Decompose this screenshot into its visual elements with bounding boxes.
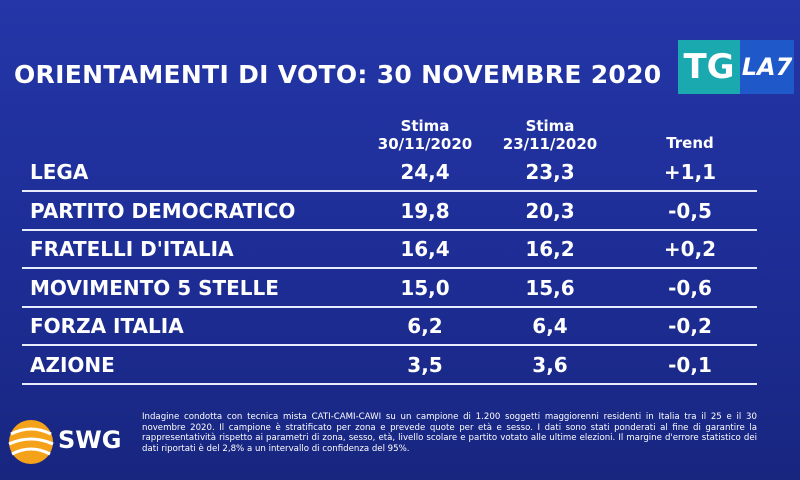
cell-value: -0,1: [668, 352, 712, 377]
cell-value: 24,4: [400, 160, 450, 184]
cell-value: -0,2: [668, 314, 712, 338]
cell-value: 16,4: [400, 237, 450, 261]
cell-value: +0,2: [663, 237, 717, 261]
header-line: Trend: [666, 134, 714, 152]
party-name: PARTITO DEMOCRATICO: [30, 198, 296, 223]
logo: TG LA7: [678, 40, 794, 94]
header-line: Stima: [400, 117, 450, 135]
title: ORIENTAMENTI DI VOTO: 30 NOVEMBRE 2020: [14, 60, 662, 89]
cell-value: 6,4: [532, 314, 568, 338]
cell-value: -0,5: [668, 198, 712, 223]
header-line: Stima: [525, 117, 575, 135]
swg-icon: [8, 420, 54, 464]
cell-value: +1,1: [663, 160, 717, 184]
brand: SWG: [58, 426, 122, 454]
table-row: AZIONE 3,5 3,6 -0,1: [22, 345, 757, 385]
logo-tg: TG: [678, 40, 740, 94]
table-row: MOVIMENTO 5 STELLE 15,0 15,6 -0,6: [22, 268, 757, 308]
column-header: Trend: [620, 134, 760, 152]
party-name: MOVIMENTO 5 STELLE: [30, 275, 279, 300]
cell-value: 3,6: [532, 352, 568, 377]
party-name: FORZA ITALIA: [30, 314, 184, 338]
header-line: 30/11/2020: [377, 135, 473, 153]
cell-value: 15,6: [525, 275, 575, 300]
cell-value: 23,3: [525, 160, 575, 184]
party-name: FRATELLI D'ITALIA: [30, 237, 234, 261]
party-name: AZIONE: [30, 352, 115, 377]
cell-value: 15,0: [400, 275, 450, 300]
footnote: Indagine condotta con tecnica mista CATI…: [142, 412, 757, 454]
cell-value: 6,2: [407, 314, 443, 338]
table-row: FRATELLI D'ITALIA 16,4 16,2 +0,2: [22, 229, 757, 269]
party-name: LEGA: [30, 160, 89, 184]
cell-value: 19,8: [400, 198, 450, 223]
table-row: PARTITO DEMOCRATICO 19,8 20,3 -0,5: [22, 191, 757, 231]
cell-value: 16,2: [525, 237, 575, 261]
table-row: FORZA ITALIA 6,2 6,4 -0,2: [22, 306, 757, 346]
header-line: 23/11/2020: [502, 135, 598, 153]
cell-value: 20,3: [525, 198, 575, 223]
table-row: LEGA 24,4 23,3 +1,1: [22, 152, 757, 192]
column-header: Stima 23/11/2020: [480, 117, 620, 153]
cell-value: -0,6: [668, 275, 712, 300]
logo-la7: LA7: [740, 40, 794, 94]
column-header: Stima 30/11/2020: [355, 117, 495, 153]
cell-value: 3,5: [407, 352, 443, 377]
